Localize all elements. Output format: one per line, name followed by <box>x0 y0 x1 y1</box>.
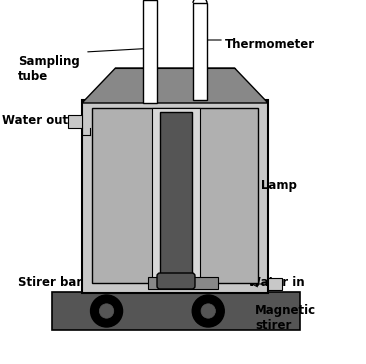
Text: Sampling
tube: Sampling tube <box>18 55 80 83</box>
Bar <box>52 292 300 330</box>
Text: UV Lamp: UV Lamp <box>238 178 297 191</box>
Text: Water out: Water out <box>2 114 68 127</box>
Circle shape <box>192 295 224 327</box>
FancyBboxPatch shape <box>157 273 195 289</box>
Bar <box>82 100 268 293</box>
Circle shape <box>90 295 123 327</box>
Bar <box>268 278 282 290</box>
Polygon shape <box>82 68 268 103</box>
Bar <box>68 115 82 128</box>
Circle shape <box>201 304 216 318</box>
Bar <box>148 277 218 289</box>
Bar <box>152 108 200 285</box>
Bar <box>143 0 157 103</box>
Text: Magnetic
stirer: Magnetic stirer <box>255 304 316 332</box>
Text: Stirer bar: Stirer bar <box>18 276 82 289</box>
Text: Thermometer: Thermometer <box>225 39 315 51</box>
Bar <box>92 108 258 283</box>
Text: Water in: Water in <box>248 277 305 289</box>
Bar <box>160 112 192 278</box>
Bar <box>193 3 207 100</box>
Circle shape <box>99 304 114 318</box>
